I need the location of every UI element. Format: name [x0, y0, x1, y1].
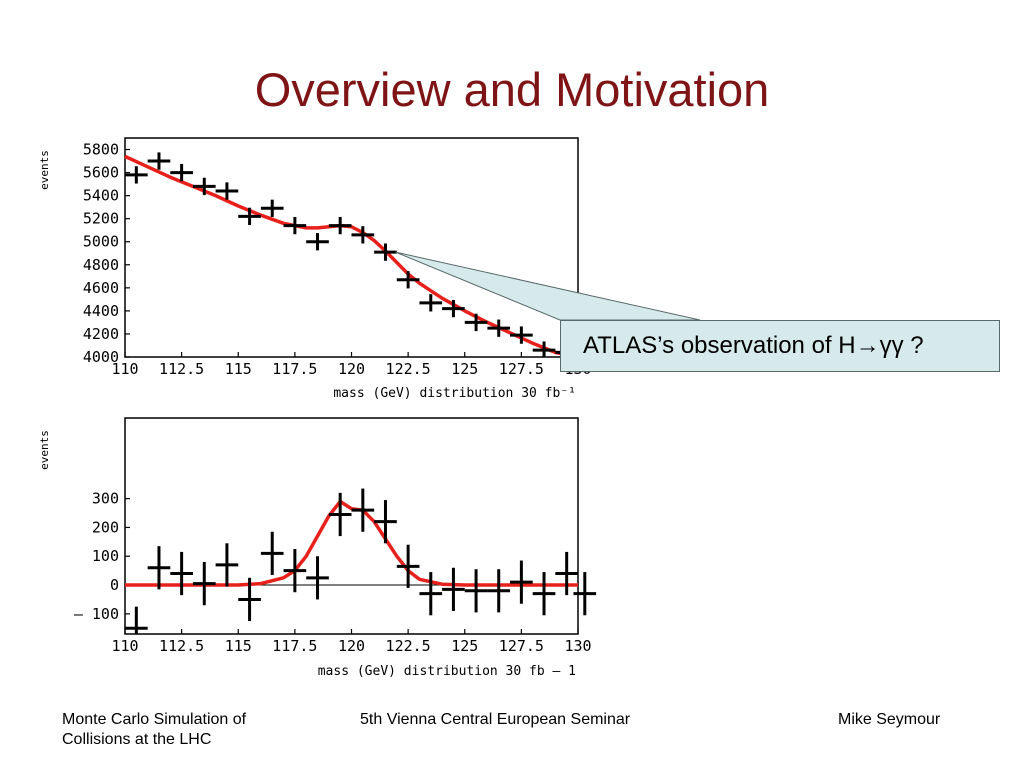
footer-left-line2: Collisions at the LHC	[62, 731, 212, 748]
y-tick-label: 5400	[83, 187, 119, 205]
data-point	[306, 233, 329, 251]
data-point	[442, 567, 465, 611]
y-axis-label: events	[38, 150, 51, 190]
footer-left-line1: Monte Carlo Simulation of	[62, 711, 247, 728]
x-axis-label: mass (GeV) distribution 30 fb – 1	[318, 664, 576, 679]
data-point	[192, 177, 216, 196]
data-point	[351, 488, 375, 532]
y-tick-label: 5000	[83, 233, 119, 251]
y-tick-label: 300	[92, 490, 119, 508]
y-tick-label: 5200	[83, 210, 119, 228]
x-tick-label: 115	[225, 360, 252, 378]
data-point	[283, 216, 307, 235]
plot-frame	[124, 417, 579, 635]
x-tick-label: 110	[111, 637, 138, 655]
callout-text: ATLAS’s observation of H→γγ ?	[583, 332, 924, 359]
x-tick-label: 120	[338, 637, 365, 655]
slide-title: Overview and Motivation	[254, 63, 770, 116]
chart-2: 110 112.5 115 117.5 120 122.5 125 127.5 130 – 100…	[38, 417, 597, 679]
footer-right: Mike Seymour	[838, 711, 941, 728]
y-tick-label: 100	[92, 547, 119, 565]
y-tick-label: – 100	[74, 605, 119, 623]
y-tick-label: 0	[110, 576, 119, 594]
x-axis-label: mass (GeV) distribution 30 fb⁻¹	[333, 386, 576, 401]
data-point	[396, 271, 420, 289]
data-point	[573, 572, 597, 616]
data-point	[351, 226, 375, 244]
y-tick-label: 200	[92, 518, 119, 536]
data-point	[396, 544, 420, 588]
x-tick-label: 120	[338, 360, 365, 378]
data-point	[374, 243, 397, 261]
data-point	[487, 319, 511, 337]
data-point	[419, 572, 443, 616]
x-tick-label: 122.5	[386, 637, 431, 655]
y-tick-label: 4400	[83, 302, 119, 320]
data-point	[260, 199, 284, 217]
x-tick-label: 125	[451, 360, 478, 378]
data-point	[328, 492, 352, 537]
y-tick-label: 5600	[83, 164, 119, 182]
x-tick-label: 117.5	[272, 637, 317, 655]
data-point	[238, 577, 261, 622]
data-point	[442, 299, 465, 318]
data-point	[487, 569, 511, 613]
data-point	[306, 556, 329, 600]
plot-frame	[124, 137, 579, 358]
data-point	[147, 152, 171, 170]
data-point	[374, 500, 397, 544]
data-point	[283, 549, 307, 593]
x-tick-label: 127.5	[499, 360, 544, 378]
y-tick-label: 4200	[83, 325, 119, 343]
y-tick-label: 4800	[83, 256, 119, 274]
data-point	[555, 551, 578, 596]
data-point	[215, 543, 239, 587]
x-tick-label: 115	[225, 637, 252, 655]
data-point	[125, 606, 148, 634]
callout-pointer	[395, 251, 701, 321]
data-point	[170, 551, 193, 596]
data-point	[215, 182, 239, 200]
x-tick-label: 112.5	[159, 637, 204, 655]
x-tick-label: 117.5	[272, 360, 317, 378]
data-point	[532, 572, 556, 616]
data-point	[170, 163, 193, 182]
x-tick-label: 110	[111, 360, 138, 378]
y-tick-label: 5800	[83, 141, 119, 159]
x-tick-label: 125	[451, 637, 478, 655]
data-point	[147, 546, 171, 590]
data-point	[510, 326, 533, 344]
x-tick-label: 122.5	[386, 360, 431, 378]
y-axis-label: events	[38, 430, 51, 470]
x-tick-label: 130	[564, 637, 591, 655]
y-tick-label: 4600	[83, 279, 119, 297]
data-point	[192, 562, 216, 606]
x-tick-label: 112.5	[159, 360, 204, 378]
plots-canvas: 110 112.5 115 117.5 120 122.5 125 127.5 130 4000 4…	[38, 137, 701, 679]
data-point	[532, 341, 556, 357]
chart-1: 110112.5115117.5120122.5125127.513040004…	[38, 137, 592, 401]
data-point	[464, 569, 488, 613]
data-point	[419, 294, 443, 312]
fit-curve	[124, 154, 579, 359]
data-point	[464, 313, 488, 332]
y-tick-label: 4000	[83, 348, 119, 366]
footer-left: Monte Carlo Simulation of Collisions at …	[62, 710, 246, 750]
callout-box: ATLAS’s observation of H→γγ ?	[560, 320, 1000, 372]
data-point	[328, 216, 352, 235]
data-point	[125, 166, 148, 184]
x-tick-label: 127.5	[499, 637, 544, 655]
data-point	[260, 531, 284, 575]
data-point	[238, 207, 261, 226]
data-point	[510, 560, 533, 604]
footer-middle: 5th Vienna Central European Seminar	[360, 711, 631, 728]
